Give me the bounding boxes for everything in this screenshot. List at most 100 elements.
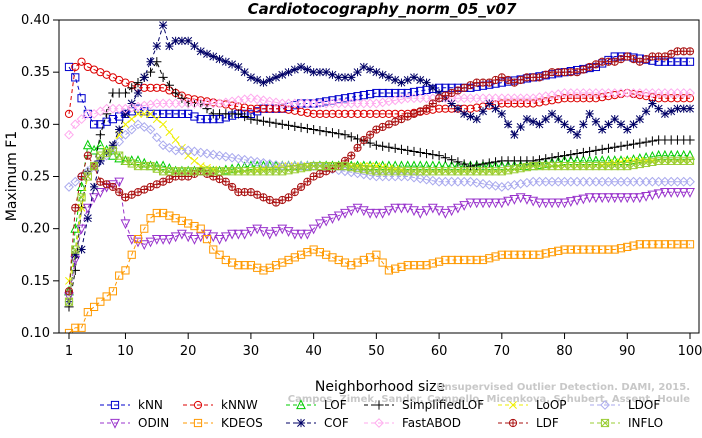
series-point [372, 109, 381, 119]
series-point [391, 167, 400, 176]
series-point [290, 253, 299, 262]
series-point [422, 105, 431, 113]
series-point [315, 109, 325, 119]
series-point [422, 261, 431, 270]
series-point [347, 163, 356, 172]
series-point [403, 261, 412, 270]
series-point [578, 194, 589, 205]
series-point [126, 235, 137, 245]
series-point [372, 88, 381, 98]
series-point [115, 125, 124, 134]
series-point [384, 206, 394, 217]
series-point [284, 255, 293, 265]
series-point [610, 161, 619, 171]
series-point [667, 240, 676, 249]
series-point [516, 164, 525, 173]
series-point [96, 297, 105, 306]
series-point [446, 160, 457, 171]
series-point [579, 94, 588, 103]
series-point [315, 68, 325, 77]
series-point [490, 157, 501, 167]
series-point [158, 160, 168, 171]
series-point [289, 229, 300, 240]
series-point [635, 240, 644, 249]
series-point [145, 237, 156, 248]
series-point [309, 109, 318, 119]
series-point [253, 104, 262, 113]
series-point [165, 167, 174, 176]
series-point [653, 189, 664, 200]
series-point [484, 198, 495, 209]
series-point [598, 161, 607, 171]
series-point [623, 125, 632, 134]
series-point [321, 216, 332, 227]
series-point [296, 229, 306, 240]
series-point [635, 138, 645, 148]
series-point [529, 99, 538, 108]
series-point [189, 235, 200, 245]
series-point [365, 65, 375, 74]
series-point [246, 167, 256, 176]
series-point [472, 103, 481, 112]
series-point [604, 92, 613, 101]
series-point [641, 158, 651, 168]
series-line [68, 60, 690, 307]
series-point [529, 161, 538, 171]
series-point [459, 159, 469, 169]
series-point [377, 208, 388, 219]
series-point [252, 224, 263, 235]
series-point [440, 160, 451, 171]
series-point [585, 161, 594, 171]
series-point [585, 94, 594, 103]
series-point [171, 167, 180, 176]
series-point [139, 240, 150, 251]
series-point [64, 62, 74, 72]
legend-label: INFLO [628, 416, 663, 430]
series-point [184, 167, 193, 176]
series-point [653, 149, 664, 160]
series-point [579, 120, 588, 129]
series-point [540, 198, 551, 209]
series-point [378, 70, 387, 79]
series-point [384, 266, 394, 275]
series-point [428, 83, 437, 92]
series-point [661, 52, 669, 61]
series-point [177, 216, 187, 225]
series-point [296, 250, 306, 259]
series-point [547, 198, 557, 209]
series-point [246, 114, 256, 124]
series-point [421, 160, 432, 171]
series-point [485, 99, 494, 108]
series-point [347, 261, 356, 270]
series-point [604, 161, 613, 171]
y-tick-label: 0.25 [21, 170, 50, 185]
series-point [409, 167, 419, 176]
series-point [566, 245, 575, 254]
series-point [120, 88, 131, 98]
series-point [547, 161, 557, 171]
series-point [239, 229, 250, 240]
series-point [522, 99, 532, 108]
x-tick-label: 10 [117, 344, 134, 359]
series-point [528, 196, 539, 207]
series-point [579, 245, 588, 254]
series-point [415, 147, 425, 158]
series-point [397, 262, 406, 272]
series-point [303, 108, 312, 117]
series-point [598, 245, 607, 254]
series-point [460, 167, 469, 176]
series-point [152, 83, 161, 92]
series-point [315, 248, 325, 257]
series-point [471, 198, 482, 209]
series-point [535, 161, 544, 171]
series-point [623, 52, 631, 61]
series-point [484, 158, 494, 168]
series-point [353, 258, 362, 267]
series-point [65, 297, 73, 306]
series-point [466, 112, 475, 121]
series-point [65, 287, 73, 295]
series-point [498, 73, 506, 81]
series-point [654, 104, 663, 113]
series-point [611, 58, 619, 66]
series-point [584, 193, 595, 204]
